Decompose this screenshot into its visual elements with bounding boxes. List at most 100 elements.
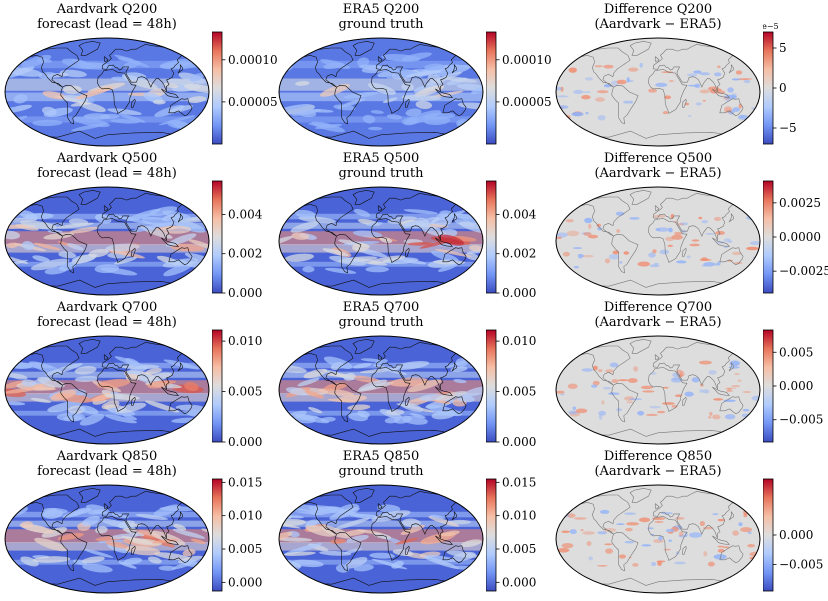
difference-blob xyxy=(702,99,706,102)
coastline-antarctica xyxy=(305,279,458,295)
difference-blob xyxy=(747,543,756,548)
coastline-africa xyxy=(97,218,137,263)
coastline-north-america xyxy=(29,345,80,386)
difference-blob xyxy=(689,243,700,247)
map-q200-difference xyxy=(555,37,761,147)
coastline-africa xyxy=(97,516,137,561)
moisture-streak xyxy=(100,518,136,530)
moisture-streak xyxy=(344,557,368,569)
moisture-band-4 xyxy=(5,410,209,416)
difference-blob xyxy=(657,410,666,414)
coastline-antarctica xyxy=(31,279,184,295)
moisture-streak xyxy=(405,108,422,117)
map-frame xyxy=(555,484,761,594)
moisture-streak xyxy=(335,564,350,573)
difference-blob xyxy=(637,410,645,416)
coastline-antarctica xyxy=(582,279,735,295)
moisture-streak xyxy=(113,256,137,265)
moisture-streak xyxy=(401,82,415,92)
map-frame xyxy=(278,335,484,445)
coastline-south-america xyxy=(60,84,88,125)
colorbar-q850-difference: 0.000 −0.005 xyxy=(763,478,823,592)
difference-blob xyxy=(667,244,673,248)
difference-blob xyxy=(658,535,663,541)
difference-blob xyxy=(654,521,664,523)
moisture-streak xyxy=(107,108,142,116)
coastline-greenland xyxy=(78,338,101,354)
moisture-streak xyxy=(368,255,406,264)
difference-blob xyxy=(743,513,748,518)
coastline-antarctica xyxy=(582,577,735,593)
coastline-indonesia xyxy=(712,88,731,98)
difference-blob xyxy=(649,405,661,409)
moisture-streak xyxy=(96,378,131,389)
coastline-eurasia xyxy=(375,192,461,241)
difference-blob xyxy=(740,527,753,533)
colorbar-tick-label: 0.000 xyxy=(502,435,536,449)
difference-blob xyxy=(712,513,719,516)
moisture-streak xyxy=(173,523,187,531)
moisture-streak xyxy=(144,400,180,413)
difference-blob xyxy=(671,234,684,240)
subtitle-line: (Aardvark − ERA5) xyxy=(594,315,722,330)
panel-title-q700-era5: ERA5 Q700 ground truth xyxy=(278,300,484,330)
moisture-streak xyxy=(47,400,83,413)
coastline-japan xyxy=(728,64,734,74)
difference-blob xyxy=(684,391,694,397)
difference-blob xyxy=(573,517,587,520)
difference-blob xyxy=(662,110,669,115)
colorbar-tick-label: 0.002 xyxy=(228,247,262,261)
colorbar-q200-era5: 0.00010 0.00005 xyxy=(486,31,552,145)
moisture-streak xyxy=(382,97,398,104)
difference-blob xyxy=(611,379,619,384)
moisture-streak xyxy=(297,377,320,387)
title-line: Difference Q850 xyxy=(603,449,713,464)
difference-blob xyxy=(557,114,571,120)
moisture-band-3 xyxy=(5,362,209,369)
difference-blob xyxy=(578,256,583,259)
difference-blob xyxy=(623,100,632,104)
coastline-uk xyxy=(103,503,109,509)
coastline-uk xyxy=(654,205,660,211)
coastline-japan xyxy=(177,511,183,521)
coastline-indonesia xyxy=(161,88,180,98)
coastline-south-america xyxy=(60,382,88,423)
moisture-streak xyxy=(333,517,371,530)
difference-blob xyxy=(717,518,725,522)
moisture-band-2 xyxy=(279,222,483,229)
colorbar-gradient xyxy=(486,180,497,294)
moisture-streak xyxy=(369,552,395,559)
moisture-streak xyxy=(37,377,65,388)
subtitle-line: (Aardvark − ERA5) xyxy=(594,17,722,32)
colorbar-tick-label: 0.000 xyxy=(779,379,813,393)
difference-blob xyxy=(616,408,623,412)
difference-blob xyxy=(556,95,569,98)
coastline-australia xyxy=(442,247,467,266)
colorbar-gradient xyxy=(212,31,223,145)
difference-blob xyxy=(665,528,675,533)
map-frame xyxy=(555,335,761,445)
difference-blob xyxy=(749,241,760,246)
coastline-uk xyxy=(377,205,383,211)
moisture-streak xyxy=(435,391,467,401)
coastline-madagascar xyxy=(131,545,136,555)
moisture-streak xyxy=(148,556,162,564)
map-q700-difference xyxy=(555,335,761,445)
difference-blob xyxy=(605,548,614,554)
map-q700-aardvark xyxy=(4,335,210,445)
moisture-streak xyxy=(400,524,425,535)
moisture-streak xyxy=(455,213,483,227)
moisture-streak xyxy=(56,222,94,229)
difference-blob xyxy=(732,78,741,81)
difference-blob xyxy=(618,379,629,382)
coastline-eurasia xyxy=(652,341,738,390)
coastline-japan xyxy=(451,213,457,223)
difference-blob xyxy=(752,256,760,259)
coastline-australia xyxy=(168,396,193,415)
moisture-streak xyxy=(295,81,310,86)
moisture-streak xyxy=(286,387,309,396)
coastline-indonesia xyxy=(712,386,731,396)
difference-blob xyxy=(556,232,568,238)
moisture-streak xyxy=(450,366,468,372)
moisture-streak xyxy=(407,379,442,393)
